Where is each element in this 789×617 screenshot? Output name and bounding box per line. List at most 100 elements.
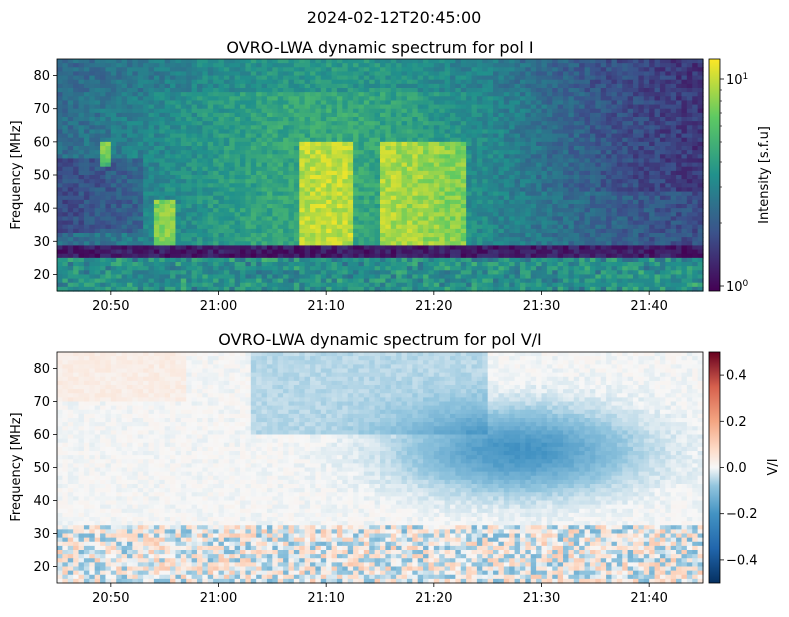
heatmap-cell — [347, 112, 354, 118]
heatmap-cell — [304, 195, 311, 201]
heatmap-cell — [396, 216, 403, 222]
heatmap-cell — [525, 67, 532, 73]
heatmap-cell — [202, 96, 209, 102]
heatmap-cell — [191, 208, 198, 213]
heatmap-cell — [369, 100, 376, 106]
heatmap-cell — [460, 71, 467, 77]
heatmap-cell — [116, 133, 123, 139]
heatmap-cell — [218, 112, 225, 118]
heatmap-cell — [681, 154, 688, 160]
heatmap-cell — [406, 108, 413, 114]
heatmap-cell — [423, 125, 430, 131]
heatmap-cell — [148, 117, 155, 122]
heatmap-cell — [272, 137, 279, 143]
heatmap-cell — [380, 141, 386, 147]
heatmap-cell — [105, 121, 112, 126]
heatmap-cell — [358, 216, 365, 222]
heatmap-cell — [78, 166, 85, 172]
heatmap-cell — [616, 129, 623, 135]
heatmap-cell — [100, 112, 107, 118]
heatmap-cell — [374, 166, 381, 172]
heatmap-cell — [326, 88, 333, 93]
heatmap-cell — [573, 104, 580, 110]
heatmap-cell — [159, 63, 166, 68]
heatmap-cell — [514, 208, 521, 213]
heatmap-cell — [121, 141, 128, 147]
heatmap-cell — [557, 183, 564, 189]
heatmap-cell — [487, 224, 494, 230]
heatmap-cell — [493, 208, 500, 213]
heatmap-cell — [196, 63, 203, 68]
heatmap-cell — [369, 166, 376, 172]
heatmap-cell — [336, 224, 343, 230]
heatmap-cell — [390, 199, 397, 205]
heatmap-cell — [137, 154, 144, 160]
heatmap-cell — [390, 137, 397, 143]
heatmap-cell — [304, 75, 311, 81]
heatmap-cell — [62, 83, 69, 89]
heatmap-cell — [100, 228, 107, 234]
heatmap-cell — [89, 129, 96, 135]
heatmap-cell — [369, 187, 376, 193]
heatmap-cell — [380, 150, 386, 155]
heatmap-cell — [148, 170, 155, 176]
heatmap-cell — [191, 71, 198, 77]
heatmap-cell — [589, 195, 596, 201]
heatmap-cell — [223, 183, 230, 189]
heatmap-cell — [175, 71, 182, 77]
heatmap-cell — [186, 195, 193, 201]
heatmap-cell — [89, 158, 96, 164]
heatmap-cell — [67, 175, 74, 180]
heatmap-cell — [196, 129, 203, 135]
heatmap-cell — [67, 146, 74, 151]
heatmap-cell — [665, 175, 672, 180]
heatmap-cell — [444, 75, 451, 81]
heatmap-cell — [105, 204, 112, 209]
heatmap-cell — [272, 141, 279, 147]
heatmap-cell — [514, 195, 521, 201]
heatmap-cell — [186, 112, 193, 118]
heatmap-cell — [148, 63, 155, 68]
heatmap-cell — [444, 88, 451, 93]
heatmap-cell — [256, 220, 263, 226]
heatmap-cell — [304, 141, 311, 147]
heatmap-cell — [191, 141, 198, 147]
heatmap-cell — [336, 59, 343, 64]
heatmap-cell — [234, 224, 241, 230]
heatmap-cell — [643, 108, 650, 114]
heatmap-cell — [143, 112, 150, 118]
heatmap-cell — [514, 137, 521, 143]
heatmap-cell — [175, 108, 182, 114]
heatmap-cell — [584, 154, 591, 160]
heatmap-cell — [595, 108, 602, 114]
heatmap-cell — [498, 83, 505, 89]
heatmap-cell — [315, 170, 322, 176]
heatmap-cell — [433, 121, 440, 126]
heatmap-cell — [196, 121, 203, 126]
heatmap-cell — [665, 112, 672, 118]
heatmap-cell — [310, 79, 316, 85]
heatmap-cell — [595, 63, 602, 68]
heatmap-cell — [487, 59, 494, 64]
heatmap-cell — [573, 191, 580, 197]
heatmap-cell — [546, 75, 553, 81]
heatmap-cell — [369, 204, 376, 209]
heatmap-cell — [315, 195, 322, 201]
heatmap-cell — [164, 121, 171, 126]
heatmap-cell — [266, 146, 273, 151]
heatmap-cell — [310, 179, 316, 184]
heatmap-cell — [643, 204, 650, 209]
heatmap-cell — [611, 59, 618, 64]
heatmap-cell — [315, 117, 322, 122]
heatmap-cell — [213, 71, 220, 77]
heatmap-cell — [256, 96, 263, 102]
heatmap-cell — [170, 83, 177, 89]
heatmap-cell — [573, 220, 580, 226]
heatmap-cell — [519, 104, 526, 110]
heatmap-cell — [412, 183, 419, 189]
heatmap-cell — [412, 100, 419, 106]
heatmap-cell — [444, 204, 451, 209]
heatmap-cell — [347, 83, 354, 89]
heatmap-cell — [606, 170, 613, 176]
heatmap-cell — [498, 129, 505, 135]
